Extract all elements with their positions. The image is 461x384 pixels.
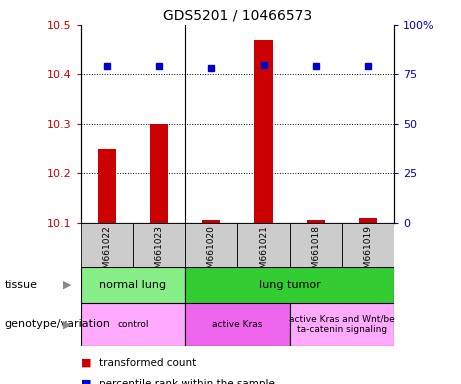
Text: active Kras and Wnt/be
ta-catenin signaling: active Kras and Wnt/be ta-catenin signal… xyxy=(289,315,395,334)
Bar xyxy=(98,149,116,223)
Bar xyxy=(290,303,394,346)
Text: ■: ■ xyxy=(81,358,91,368)
Text: percentile rank within the sample: percentile rank within the sample xyxy=(99,379,275,384)
Text: ▶: ▶ xyxy=(63,319,71,329)
Text: genotype/variation: genotype/variation xyxy=(5,319,111,329)
Text: ▶: ▶ xyxy=(63,280,71,290)
Bar xyxy=(81,223,133,267)
Bar xyxy=(202,220,220,223)
Title: GDS5201 / 10466573: GDS5201 / 10466573 xyxy=(163,8,312,22)
Bar xyxy=(185,223,237,267)
Text: tissue: tissue xyxy=(5,280,38,290)
Bar xyxy=(185,267,394,303)
Text: ■: ■ xyxy=(81,379,91,384)
Bar xyxy=(342,223,394,267)
Text: GSM661019: GSM661019 xyxy=(364,225,372,280)
Text: transformed count: transformed count xyxy=(99,358,196,368)
Bar xyxy=(150,124,168,223)
Bar xyxy=(133,223,185,267)
Text: control: control xyxy=(117,320,148,329)
Text: GSM661021: GSM661021 xyxy=(259,225,268,280)
Text: GSM661023: GSM661023 xyxy=(154,225,164,280)
Text: GSM661018: GSM661018 xyxy=(311,225,320,280)
Bar xyxy=(307,220,325,223)
Bar xyxy=(290,223,342,267)
Bar xyxy=(237,223,290,267)
Bar xyxy=(81,267,185,303)
Text: active Kras: active Kras xyxy=(212,320,263,329)
Text: lung tumor: lung tumor xyxy=(259,280,320,290)
Text: GSM661020: GSM661020 xyxy=(207,225,216,280)
Bar xyxy=(81,303,185,346)
Bar xyxy=(254,40,272,223)
Bar xyxy=(359,218,377,223)
Text: normal lung: normal lung xyxy=(100,280,166,290)
Bar xyxy=(185,303,290,346)
Text: GSM661022: GSM661022 xyxy=(102,225,111,280)
